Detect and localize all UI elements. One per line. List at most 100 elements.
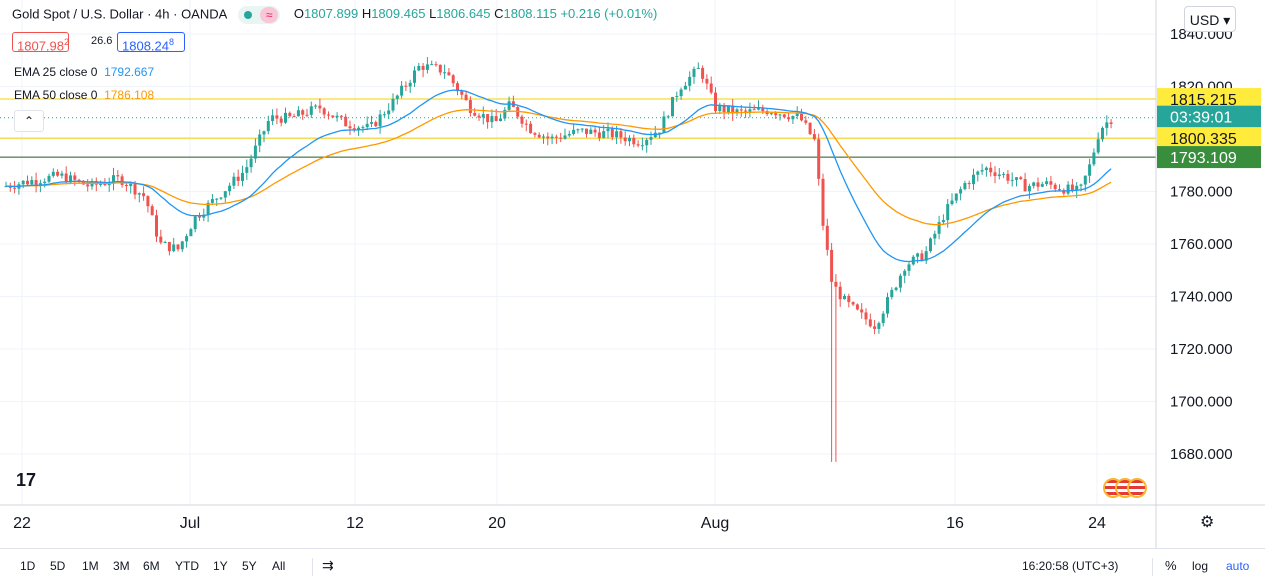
candle-body [967,183,971,185]
timeframe-5d[interactable]: 5D [50,559,66,573]
timeframe-1m[interactable]: 1M [82,559,99,573]
settings-gear-icon[interactable]: ⚙ [1200,514,1215,531]
candle-body [167,242,171,252]
candle-body [984,167,988,171]
toolbar-divider [1152,558,1153,576]
candle-body [1053,184,1057,190]
candle-body [1049,181,1053,185]
candle-body [800,113,803,121]
candle-body [447,72,451,76]
candle-body [404,85,408,87]
candle-body [761,108,765,112]
price-label-tag [1157,88,1261,111]
timeframe-1y[interactable]: 1Y [213,559,228,573]
time-tick-label: 12 [346,515,364,532]
price-label-text: 1800.335 [1170,131,1237,148]
candle-body [47,175,51,182]
price-tick-label: 1700.000 [1170,394,1233,411]
candle-body [748,109,752,112]
timeframe-5y[interactable]: 5Y [242,559,257,573]
candle-body [989,167,993,173]
candle-body [671,97,674,117]
candle-body [8,186,12,188]
candle-body [864,312,868,320]
candle-body [855,304,859,310]
candle-body [946,204,950,221]
candle-body [726,105,730,113]
candle-body [112,175,115,184]
candle-body [43,181,47,184]
time-axis[interactable]: 22 Jul 12 20 Aug 16 24 [13,515,1106,532]
ema25-legend[interactable]: EMA 25 close 0 1792.667 [14,65,155,79]
auto-scale-toggle[interactable]: auto [1226,559,1250,573]
candle-body [1040,184,1044,187]
timeframe-all[interactable]: All [272,559,286,573]
candle-body [1075,185,1079,191]
candle-body [675,96,679,98]
timeframe-3m[interactable]: 3M [113,559,130,573]
candle-body [219,197,223,199]
percent-scale-toggle[interactable]: % [1165,558,1177,573]
timeframe-6m[interactable]: 6M [143,559,160,573]
candle-body [907,264,911,271]
candle-body [830,249,834,282]
candle-body [1006,173,1010,181]
candle-body [752,109,756,111]
candle-body [529,123,533,134]
candle-body [877,323,881,329]
candle-body [236,176,240,181]
collapse-legend-button[interactable]: ⌃ [14,110,44,132]
candle-body [382,114,386,116]
candle-body [701,67,705,79]
go-to-date-icon[interactable]: ⇉ [322,557,334,573]
clock-timezone[interactable]: 16:20:58 (UTC+3) [1022,559,1119,573]
candle-body [305,114,309,116]
candle-body [787,117,791,120]
candle-body [774,113,778,116]
candle-body [133,183,137,195]
candle-body [920,253,924,261]
candle-body [374,122,378,127]
candle-body [1062,189,1066,194]
economic-events-flags[interactable] [1103,478,1147,503]
candle-body [499,118,502,122]
candle-body [1032,182,1036,186]
candle-body [714,92,717,112]
price-label-text: 03:39:01 [1170,110,1232,127]
candle-body [1088,164,1092,176]
timeframe-ytd[interactable]: YTD [175,559,199,573]
ema50-legend[interactable]: EMA 50 close 0 1786.108 [14,88,155,102]
candle-body [868,319,872,327]
candle-body [520,116,524,124]
candle-body [26,180,29,185]
candle-body [361,127,365,129]
us-flag-icon[interactable] [1127,478,1147,498]
candle-body [56,171,60,176]
sell-price-box[interactable]: 1807.982 [12,32,69,53]
candle-body [468,100,472,114]
candle-body [206,202,210,215]
candle-body [688,76,692,86]
tradingview-logo[interactable]: 17 [16,470,37,490]
candle-body [344,116,348,127]
candle-body [705,78,709,84]
symbol-title[interactable]: Gold Spot / U.S. Dollar · 4h · OANDA [12,6,227,22]
candle-body [804,120,808,123]
price-chart[interactable]: 1840.0001820.0001800.0001780.0001760.000… [0,0,1265,548]
candle-body [881,313,885,324]
candle-body [180,241,184,250]
wave-icon: ≈ [260,7,279,23]
candle-body [795,113,799,117]
candle-body [1092,152,1096,165]
buy-price-box[interactable]: 1808.248 [117,32,185,53]
currency-select[interactable]: USD ▾ [1184,6,1236,32]
timeframe-1d[interactable]: 1D [20,559,36,573]
candle-body [335,115,339,118]
market-status-pill[interactable]: ≈ [238,6,281,24]
candle-body [150,206,154,216]
candle-body [284,112,287,123]
log-scale-toggle[interactable]: log [1192,559,1209,573]
candle-body [245,167,249,173]
candle-body [301,110,305,115]
candle-body [662,116,666,133]
